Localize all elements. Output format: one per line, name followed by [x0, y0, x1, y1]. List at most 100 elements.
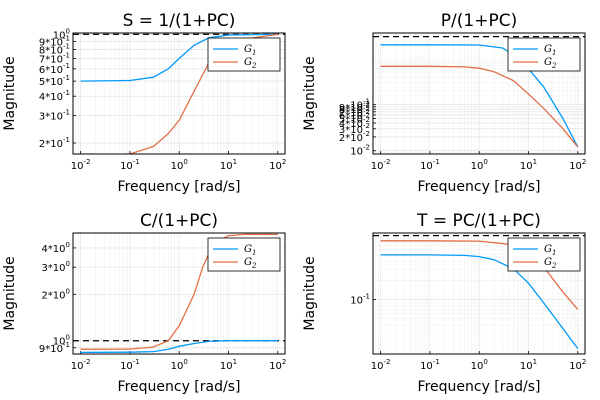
y-tick-label-exp: -2 [363, 112, 370, 120]
y-tick-label-exp: -2 [363, 105, 370, 113]
x-tick-label-base: 10 [520, 161, 533, 172]
x-tick-label: 10-2 [371, 158, 391, 172]
y-tick-label-base: 4*10 [339, 119, 363, 130]
x-tick-label-base: 10 [120, 361, 133, 372]
y-tick-label-base: 10 [350, 295, 363, 306]
y-tick-label-base: 4*10 [41, 244, 65, 255]
plot-title: S = 1/(1+PC) [123, 11, 236, 31]
x-tick-label: 10-1 [420, 358, 440, 372]
x-tick-label-exp: 2 [582, 158, 586, 166]
x-tick-label-exp: 1 [533, 158, 537, 166]
x-tick-label-base: 10 [269, 361, 282, 372]
legend-label-g1-sub: 1 [552, 49, 556, 57]
y-tick-label: 2*100 [41, 287, 70, 301]
x-tick-label-exp: 2 [282, 158, 286, 166]
x-tick-label-base: 10 [71, 161, 84, 172]
x-axis-label: Frequency [rad/s] [418, 179, 541, 195]
x-tick-label-base: 10 [471, 161, 484, 172]
x-tick-label-base: 10 [520, 361, 533, 372]
plot-title: T = PC/(1+PC) [416, 211, 541, 231]
x-tick-label: 100 [171, 158, 188, 172]
y-tick-label-base: 4*10 [39, 92, 63, 103]
legend-box [507, 237, 581, 272]
axes-frame [72, 32, 286, 155]
y-tick-label-base: 3*10 [41, 263, 65, 274]
x-tick-label: 101 [220, 358, 237, 372]
axes-frame [372, 32, 586, 155]
y-tick-label-exp: -2 [363, 144, 370, 152]
x-tick-label-exp: -1 [433, 158, 440, 166]
y-tick-label: 9*10-1 [39, 34, 70, 48]
legend-label-g1-base: G [244, 244, 252, 255]
y-tick-label-exp: 0 [66, 27, 70, 35]
legend-label-g1-base: G [544, 44, 552, 55]
x-tick-label-base: 10 [569, 161, 582, 172]
x-tick-label: 10-1 [120, 158, 140, 172]
x-tick-label-exp: 0 [183, 358, 187, 366]
x-tick-label-base: 10 [171, 161, 184, 172]
y-tick-label-base: 2*10 [39, 139, 63, 150]
legend-label-g2: G2 [544, 57, 557, 70]
series-line-g1 [80, 340, 278, 354]
y-tick-label: 7*10-1 [39, 51, 70, 65]
y-tick-label: 3*10-1 [39, 109, 70, 123]
y-tick-label-base: 6*10 [39, 65, 63, 76]
subplot-2: 10-2 10-1 100 101 10210-22*10-23*10-24*10-25… [302, 11, 586, 195]
y-tick-label-exp: -2 [363, 122, 370, 130]
y-tick-label-exp: -1 [63, 34, 70, 42]
y-tick-label-exp: 0 [66, 287, 70, 295]
series-line-g1 [380, 254, 579, 349]
y-tick-label-exp: 0 [66, 334, 70, 342]
y-tick-label-exp: -1 [63, 89, 70, 97]
x-axis-label: Frequency [rad/s] [118, 379, 241, 395]
x-tick-label: 10-2 [71, 158, 91, 172]
x-tick-label-exp: 0 [483, 358, 487, 366]
legend-label-g2: G2 [244, 257, 257, 270]
y-tick-label-base: 7*10 [39, 54, 63, 65]
y-tick-label-base: 9*10 [339, 103, 363, 114]
y-tick-label: 4*100 [41, 241, 70, 255]
y-tick-label-base: 10 [53, 30, 66, 41]
y-tick-label: 3*10-2 [339, 122, 370, 136]
x-tick-label-base: 10 [171, 361, 184, 372]
y-tick-label-base: 2*10 [339, 133, 363, 144]
legend-label-g2: G2 [244, 57, 257, 70]
x-tick-label-exp: 1 [233, 158, 237, 166]
axes-frame [372, 232, 586, 355]
legend-label-g1: G1 [544, 44, 556, 57]
y-tick-label-exp: -2 [363, 116, 370, 124]
x-tick-label-base: 10 [220, 161, 233, 172]
y-tick-label-base: 8*10 [39, 45, 63, 56]
x-tick-label-base: 10 [569, 361, 582, 372]
x-tick-label: 10-2 [71, 358, 91, 372]
legend-label-g2-base: G [544, 57, 552, 68]
y-tick-label-base: 10 [53, 337, 66, 348]
x-tick-label-exp: -2 [384, 158, 391, 166]
y-tick-label: 10-1 [350, 292, 370, 306]
y-tick-label-base: 9*10 [39, 344, 63, 355]
legend-box [507, 37, 581, 72]
y-tick-label: 8*10-1 [39, 42, 70, 56]
y-tick-label-base: 10 [350, 101, 363, 112]
y-tick-label: 5*10-1 [39, 74, 70, 88]
subplot-3: 10-2 10-1 100 101 1029*10-11002*1003*1004*10… [2, 211, 286, 395]
x-tick-label-exp: 0 [483, 158, 487, 166]
y-tick-label-exp: -1 [63, 42, 70, 50]
series-line-g1 [80, 33, 278, 82]
y-tick-label-base: 7*10 [339, 108, 363, 119]
x-tick-label: 102 [269, 158, 286, 172]
y-tick-label-exp: -1 [63, 109, 70, 117]
legend-label-g2: G2 [544, 257, 557, 270]
legend-label-g2-base: G [244, 57, 252, 68]
x-tick-label-exp: -1 [133, 358, 140, 366]
legend-label-g2-sub: 2 [251, 262, 257, 270]
y-tick-label: 9*10-2 [339, 100, 370, 114]
y-tick-label-exp: -2 [363, 102, 370, 110]
y-tick-label: 2*10-2 [339, 130, 370, 144]
y-tick-label-exp: -1 [363, 98, 370, 106]
x-tick-label-exp: -1 [433, 358, 440, 366]
y-tick-label: 8*10-2 [339, 102, 370, 116]
